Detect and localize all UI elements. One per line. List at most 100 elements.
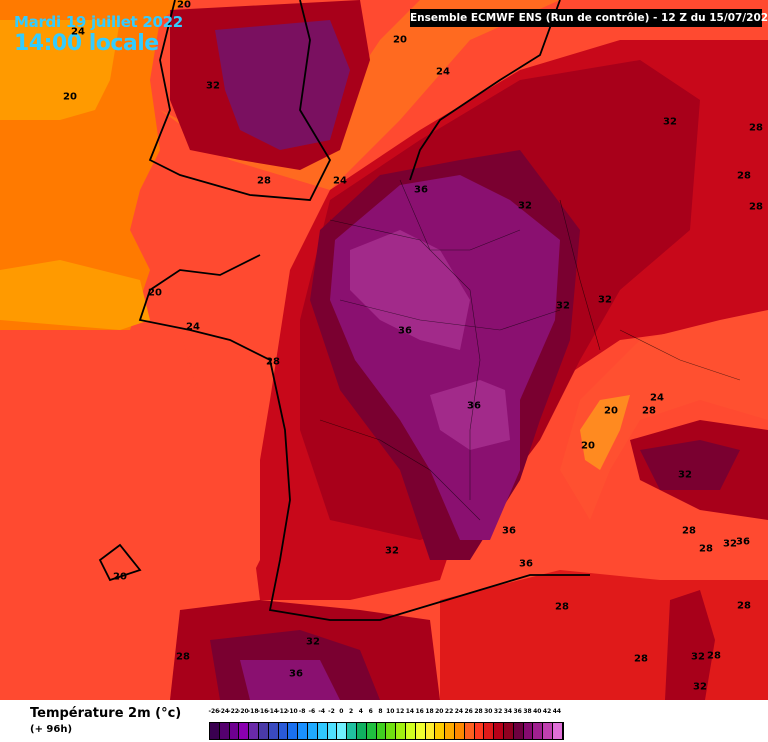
scale-swatch: [454, 723, 465, 739]
isotherm-label: 36: [519, 558, 533, 570]
temperature-map: [0, 0, 768, 700]
field-alps: [560, 310, 768, 520]
scale-tick-label: 38: [523, 708, 532, 715]
scale-swatch: [484, 723, 495, 739]
field-biscay-20: [0, 260, 150, 330]
isotherm-label: 36: [289, 668, 303, 680]
isotherm-label: 20: [148, 287, 162, 299]
scale-tick-label: -26: [208, 708, 220, 715]
field-po-34: [640, 440, 740, 490]
isotherm-label: 36: [502, 525, 516, 537]
isotherm-label: 32: [691, 651, 705, 663]
isotherm-label: 20: [113, 571, 127, 583]
isotherm-label: 20: [393, 34, 407, 46]
scale-swatch: [425, 723, 436, 739]
scale-swatch: [386, 723, 397, 739]
field-spain-38: [240, 660, 340, 700]
isotherm-label: 36: [467, 400, 481, 412]
scale-swatch: [347, 723, 357, 739]
legend-footer: Température 2m (°c) (+ 96h) -26 -24 -22 -20…: [0, 700, 768, 742]
scale-tick-label: 16: [415, 708, 424, 715]
scale-swatch: [268, 723, 279, 739]
map-canvas: [0, 0, 768, 700]
field-corsica: [665, 590, 715, 700]
isotherm-label: 28: [682, 525, 696, 537]
scale-tick-label: 14: [405, 708, 415, 715]
scale-swatch: [239, 723, 250, 739]
model-run-header: Ensemble ECMWF ENS (Run de contrôle) - 1…: [410, 9, 768, 27]
scale-swatch: [356, 723, 367, 739]
scale-tick-label: 8: [378, 708, 383, 715]
scale-tick-label: 30: [484, 708, 493, 715]
isotherm-label: 32: [556, 300, 570, 312]
scale-tick-label: -10: [286, 708, 298, 715]
scale-swatch: [513, 723, 524, 739]
scale-swatch: [278, 723, 289, 739]
isotherm-label: 24: [436, 66, 450, 78]
scale-swatch: [415, 723, 426, 739]
isotherm-label: 20: [604, 405, 618, 417]
isotherm-label: 24: [186, 321, 200, 333]
scale-tick-label: -20: [237, 708, 249, 715]
scale-swatch: [210, 723, 220, 739]
scale-swatch: [298, 723, 308, 739]
isotherm-label: 28: [737, 170, 751, 182]
isotherm-label: 32: [693, 681, 707, 693]
isotherm-label: 36: [414, 184, 428, 196]
scale-swatch: [435, 723, 446, 739]
scale-swatch: [307, 723, 318, 739]
scale-tick-label: 18: [425, 708, 434, 715]
isotherm-label: 20: [63, 91, 77, 103]
scale-tick-label: 2: [349, 708, 354, 715]
scale-swatch: [258, 723, 269, 739]
isotherm-label: 28: [749, 201, 763, 213]
color-scale-labels: -26 -24 -22 -20 -18 -16 -14 -12 -10 -8 -6 -4 -2 0 2 4 6 8…: [0, 708, 768, 718]
isotherm-label: 24: [650, 392, 664, 404]
scale-tick-label: 44: [552, 708, 562, 715]
scale-tick-label: -6: [308, 708, 316, 715]
legend-subtitle: (+ 96h): [30, 724, 73, 735]
scale-swatch: [229, 723, 240, 739]
scale-swatch: [494, 723, 504, 739]
field-rhone-38: [430, 380, 510, 450]
scale-swatch: [249, 723, 259, 739]
scale-tick-label: -12: [277, 708, 288, 715]
isotherm-label: 32: [723, 538, 737, 550]
scale-swatch: [552, 723, 563, 739]
scale-tick-label: 12: [395, 708, 405, 715]
color-scale-bar: [209, 722, 564, 740]
isotherm-label: 20: [177, 0, 191, 11]
isotherm-label: 28: [634, 653, 648, 665]
isotherm-label: 32: [385, 545, 399, 557]
isotherm-label: 28: [176, 651, 190, 663]
scale-tick-label: 6: [368, 708, 373, 715]
scale-swatch: [219, 723, 230, 739]
scale-swatch: [533, 723, 544, 739]
coastlines: [98, 0, 590, 621]
scale-swatch: [464, 723, 475, 739]
scale-tick-label: 32: [493, 708, 503, 715]
scale-swatch: [445, 723, 455, 739]
scale-tick-label: -8: [298, 708, 306, 715]
legend-title: Température 2m (°c): [30, 706, 182, 721]
scale-tick-label: 4: [358, 708, 363, 715]
isotherm-label: 36: [736, 536, 750, 548]
scale-swatch: [405, 723, 416, 739]
scale-tick-label: 24: [454, 708, 464, 715]
scale-swatch: [366, 723, 377, 739]
isotherm-label: 24: [333, 175, 347, 187]
isotherm-label: 36: [398, 325, 412, 337]
isotherm-label: 28: [737, 600, 751, 612]
scale-tick-label: 0: [339, 708, 344, 715]
isotherm-label: 32: [598, 294, 612, 306]
scale-tick-label: -4: [318, 708, 326, 715]
forecast-date: Mardi 19 juillet 2022: [14, 13, 183, 31]
field-alps-cool: [580, 395, 630, 470]
scale-tick-label: 28: [474, 708, 483, 715]
scale-tick-label: -22: [228, 708, 239, 715]
scale-swatch: [474, 723, 485, 739]
scale-swatch: [337, 723, 348, 739]
isotherm-label: 28: [699, 543, 713, 555]
isotherm-label: 32: [206, 80, 220, 92]
isotherm-label: 32: [518, 200, 532, 212]
